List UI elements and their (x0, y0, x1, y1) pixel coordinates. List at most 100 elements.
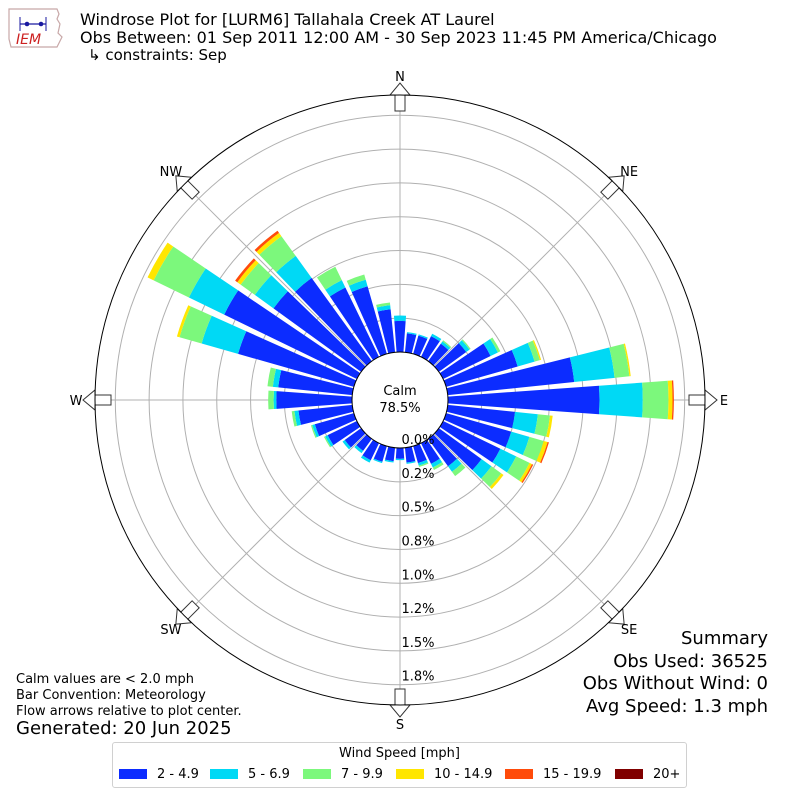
svg-text:IEM: IEM (16, 32, 41, 48)
windrose-bar-segment (443, 413, 512, 448)
windrose-bar-segment (377, 309, 396, 354)
legend-swatch (303, 768, 331, 779)
windrose-bar-segment (623, 343, 631, 377)
windrose-bar-segment (505, 431, 530, 455)
windrose-bar-segment (298, 404, 354, 425)
windrose-bar-segment (360, 455, 371, 463)
radial-tick-label: 1.5% (401, 636, 434, 651)
calm-value: 78.5% (379, 401, 420, 416)
windrose-bar-segment (447, 458, 462, 472)
windrose-bar-segment (325, 280, 346, 297)
legend-label: 2 - 4.9 (157, 767, 199, 782)
windrose-bar-segment (434, 343, 467, 372)
windrose-bar-segment (446, 404, 516, 429)
windrose-bar-segment (406, 332, 417, 336)
windrose-bar-segment (256, 232, 282, 255)
windrose-bar-segment (439, 343, 491, 380)
windrose-bars (147, 230, 674, 489)
windrose-bar-segment (278, 370, 354, 396)
windrose-bar-segment (273, 291, 366, 372)
flow-arrow-icon (388, 82, 412, 112)
windrose-bar-segment (291, 410, 298, 427)
windrose-bar-segment (443, 350, 518, 387)
grid-spoke (433, 183, 617, 367)
legend-swatch (119, 768, 147, 779)
compass-label: E (720, 394, 728, 409)
windrose-bar-segment (323, 436, 332, 448)
flow-arrow-icon (688, 388, 718, 412)
windrose-bar-segment (395, 458, 405, 461)
obs-without-wind: Obs Without Wind: 0 (582, 673, 768, 694)
compass-labels: N NE E SE S SW W NW (70, 70, 729, 733)
windrose-bar-segment (312, 424, 320, 438)
compass-label: SE (621, 623, 637, 638)
windrose-bar-segment (492, 448, 517, 473)
radial-tick-label: 0.5% (401, 501, 434, 516)
windrose-bar-segment (540, 442, 549, 464)
iem-logo: IEM (6, 6, 64, 54)
windrose-bar-segment (393, 315, 407, 322)
windrose-bar-segment (395, 447, 405, 459)
windrose-bar-segment (373, 458, 383, 464)
radial-tick-labels: 0.0% 0.2% 0.5% 0.8% 1.0% 1.2% 1.5% 1.8% (401, 433, 434, 685)
windrose-bar-segment (346, 274, 366, 286)
windrose-bar-segment (272, 368, 282, 388)
windrose-bar-segment (432, 462, 444, 470)
windrose-bar-segment (373, 443, 387, 462)
windrose-bar-segment (472, 459, 492, 479)
windrose-bar-segment (418, 334, 428, 339)
windrose-bar-segment (394, 320, 406, 353)
constraints-subtitle: ↳ constraints: Sep (88, 46, 227, 64)
calm-center: Calm 78.5% (351, 351, 449, 449)
windrose-bar-segment (310, 425, 317, 438)
legend-item: 20+ (615, 767, 680, 783)
windrose-bar-segment (512, 411, 538, 434)
windrose-bar-segment (254, 230, 280, 252)
windrose-bar-segment (536, 440, 548, 463)
summary-panel: Summary Obs Used: 36525 Obs Without Wind… (583, 628, 768, 718)
windrose-bar-segment (362, 439, 380, 461)
summary-title: Summary (681, 628, 768, 649)
windrose-bar-segment (428, 434, 457, 467)
windrose-bar-segment (522, 436, 544, 462)
windrose-bar-segment (439, 420, 501, 463)
legend-label: 10 - 14.9 (434, 767, 493, 782)
legend-item: 7 - 9.9 (303, 767, 383, 783)
legend-title: Wind Speed [mph] (339, 746, 460, 761)
windrose-bar-segment (527, 340, 540, 362)
windrose-bar-segment (356, 434, 372, 451)
windrose-bar-segment (276, 391, 353, 409)
windrose-bar-segment (521, 464, 534, 484)
windrose-bar-segment (314, 413, 357, 437)
legend-item: 2 - 4.9 (119, 767, 199, 783)
windrose-bar-segment (327, 420, 361, 446)
radial-tick-label: 0.2% (401, 467, 434, 482)
generated-date: Generated: 20 Jun 2025 (16, 718, 232, 739)
windrose-bar-segment (294, 410, 301, 426)
obs-used: Obs Used: 36525 (613, 650, 768, 672)
windrose-bar-segment (506, 456, 530, 481)
windrose-bar-segment (431, 333, 442, 342)
radial-tick-label: 0.8% (401, 534, 434, 549)
windrose-bar-segment (519, 462, 533, 483)
windrose-bar-segment (534, 414, 551, 437)
windrose-bar-segment (147, 242, 174, 281)
windrose-bar-segment (434, 428, 482, 471)
windrose-bar-segment (609, 343, 630, 378)
windrose-bar-segment (254, 275, 288, 309)
flow-arrow-icon (388, 688, 412, 718)
windrose-bar-segment (240, 263, 272, 295)
windrose-bar-segment (342, 440, 351, 450)
legend-swatch (396, 768, 424, 779)
windrose-bar-segment (276, 255, 312, 292)
avg-speed: Avg Speed: 1.3 mph (586, 695, 768, 717)
grid-spoke (433, 433, 617, 617)
windrose-bar-segment (384, 459, 394, 463)
calm-circle (351, 351, 449, 449)
windrose-bar-segment (295, 277, 372, 366)
footer-notes: Calm values are < 2.0 mph Bar Convention… (16, 672, 242, 720)
flow-arrow-icon (82, 388, 112, 412)
bar-convention-note: Bar Convention: Meteorology (16, 688, 206, 703)
chart-title: Windrose Plot for [LURM6] Tallahala Cree… (80, 10, 495, 29)
